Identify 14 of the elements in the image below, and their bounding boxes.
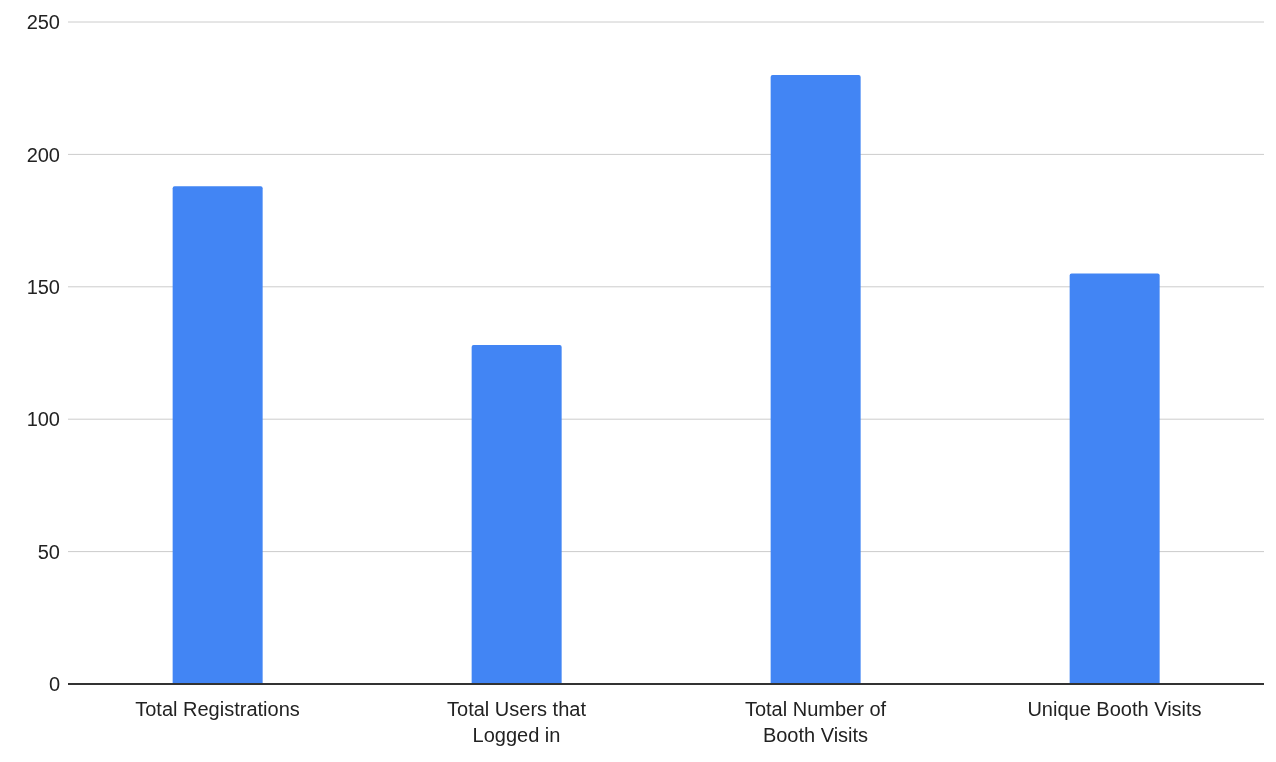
x-tick-label: Unique Booth Visits <box>1027 698 1202 720</box>
y-tick-label: 150 <box>26 275 60 298</box>
y-tick-label: 250 <box>26 11 60 34</box>
x-tick-label: Total Number of Booth Visits <box>744 698 887 746</box>
bar <box>172 186 263 684</box>
bar <box>770 74 861 684</box>
y-tick-label: 200 <box>26 143 60 166</box>
bar <box>1069 273 1160 684</box>
y-tick-label: 50 <box>37 540 60 563</box>
y-tick-label: 0 <box>48 673 60 696</box>
bar <box>471 345 562 684</box>
x-tick-label: Total Users that Logged in <box>447 698 587 746</box>
x-tick-label: Total Registrations <box>135 698 300 720</box>
y-tick-label: 100 <box>26 408 60 431</box>
